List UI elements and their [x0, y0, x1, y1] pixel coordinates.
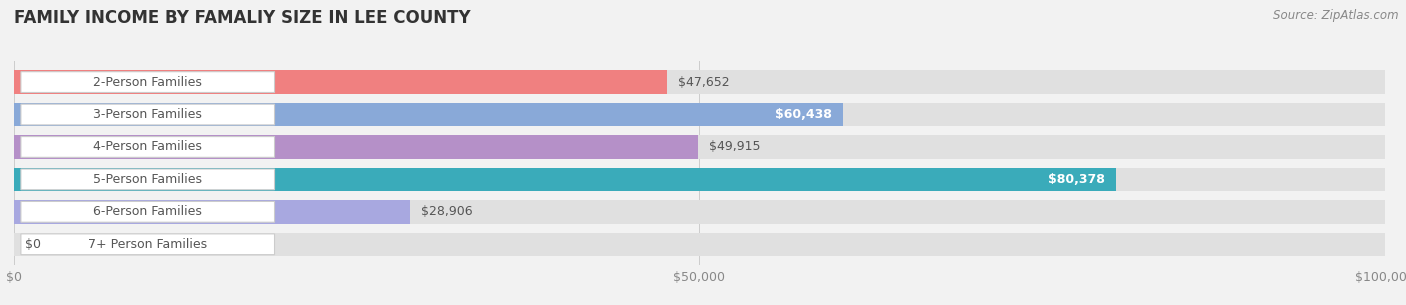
Bar	[14, 168, 1116, 191]
Text: $80,378: $80,378	[1047, 173, 1105, 186]
FancyBboxPatch shape	[21, 72, 274, 92]
Text: 4-Person Families: 4-Person Families	[93, 141, 202, 153]
Text: Source: ZipAtlas.com: Source: ZipAtlas.com	[1274, 9, 1399, 22]
Text: 2-Person Families: 2-Person Families	[93, 76, 202, 88]
Bar	[14, 70, 668, 94]
Text: $60,438: $60,438	[775, 108, 831, 121]
Bar	[14, 70, 1385, 94]
Text: 6-Person Families: 6-Person Families	[93, 205, 202, 218]
Text: $49,915: $49,915	[709, 141, 761, 153]
Text: $28,906: $28,906	[422, 205, 472, 218]
Bar	[14, 200, 411, 224]
Text: 5-Person Families: 5-Person Families	[93, 173, 202, 186]
FancyBboxPatch shape	[21, 201, 274, 222]
Bar	[14, 200, 1385, 224]
Bar	[14, 103, 842, 126]
Bar	[14, 135, 1385, 159]
Bar	[14, 103, 1385, 126]
FancyBboxPatch shape	[21, 169, 274, 190]
FancyBboxPatch shape	[21, 234, 274, 255]
Bar	[14, 233, 1385, 256]
Bar	[14, 168, 1385, 191]
Text: 3-Person Families: 3-Person Families	[93, 108, 202, 121]
Bar	[14, 135, 699, 159]
Text: $47,652: $47,652	[678, 76, 730, 88]
Text: 7+ Person Families: 7+ Person Families	[89, 238, 207, 251]
Text: FAMILY INCOME BY FAMALIY SIZE IN LEE COUNTY: FAMILY INCOME BY FAMALIY SIZE IN LEE COU…	[14, 9, 471, 27]
FancyBboxPatch shape	[21, 137, 274, 157]
FancyBboxPatch shape	[21, 104, 274, 125]
Text: $0: $0	[25, 238, 41, 251]
